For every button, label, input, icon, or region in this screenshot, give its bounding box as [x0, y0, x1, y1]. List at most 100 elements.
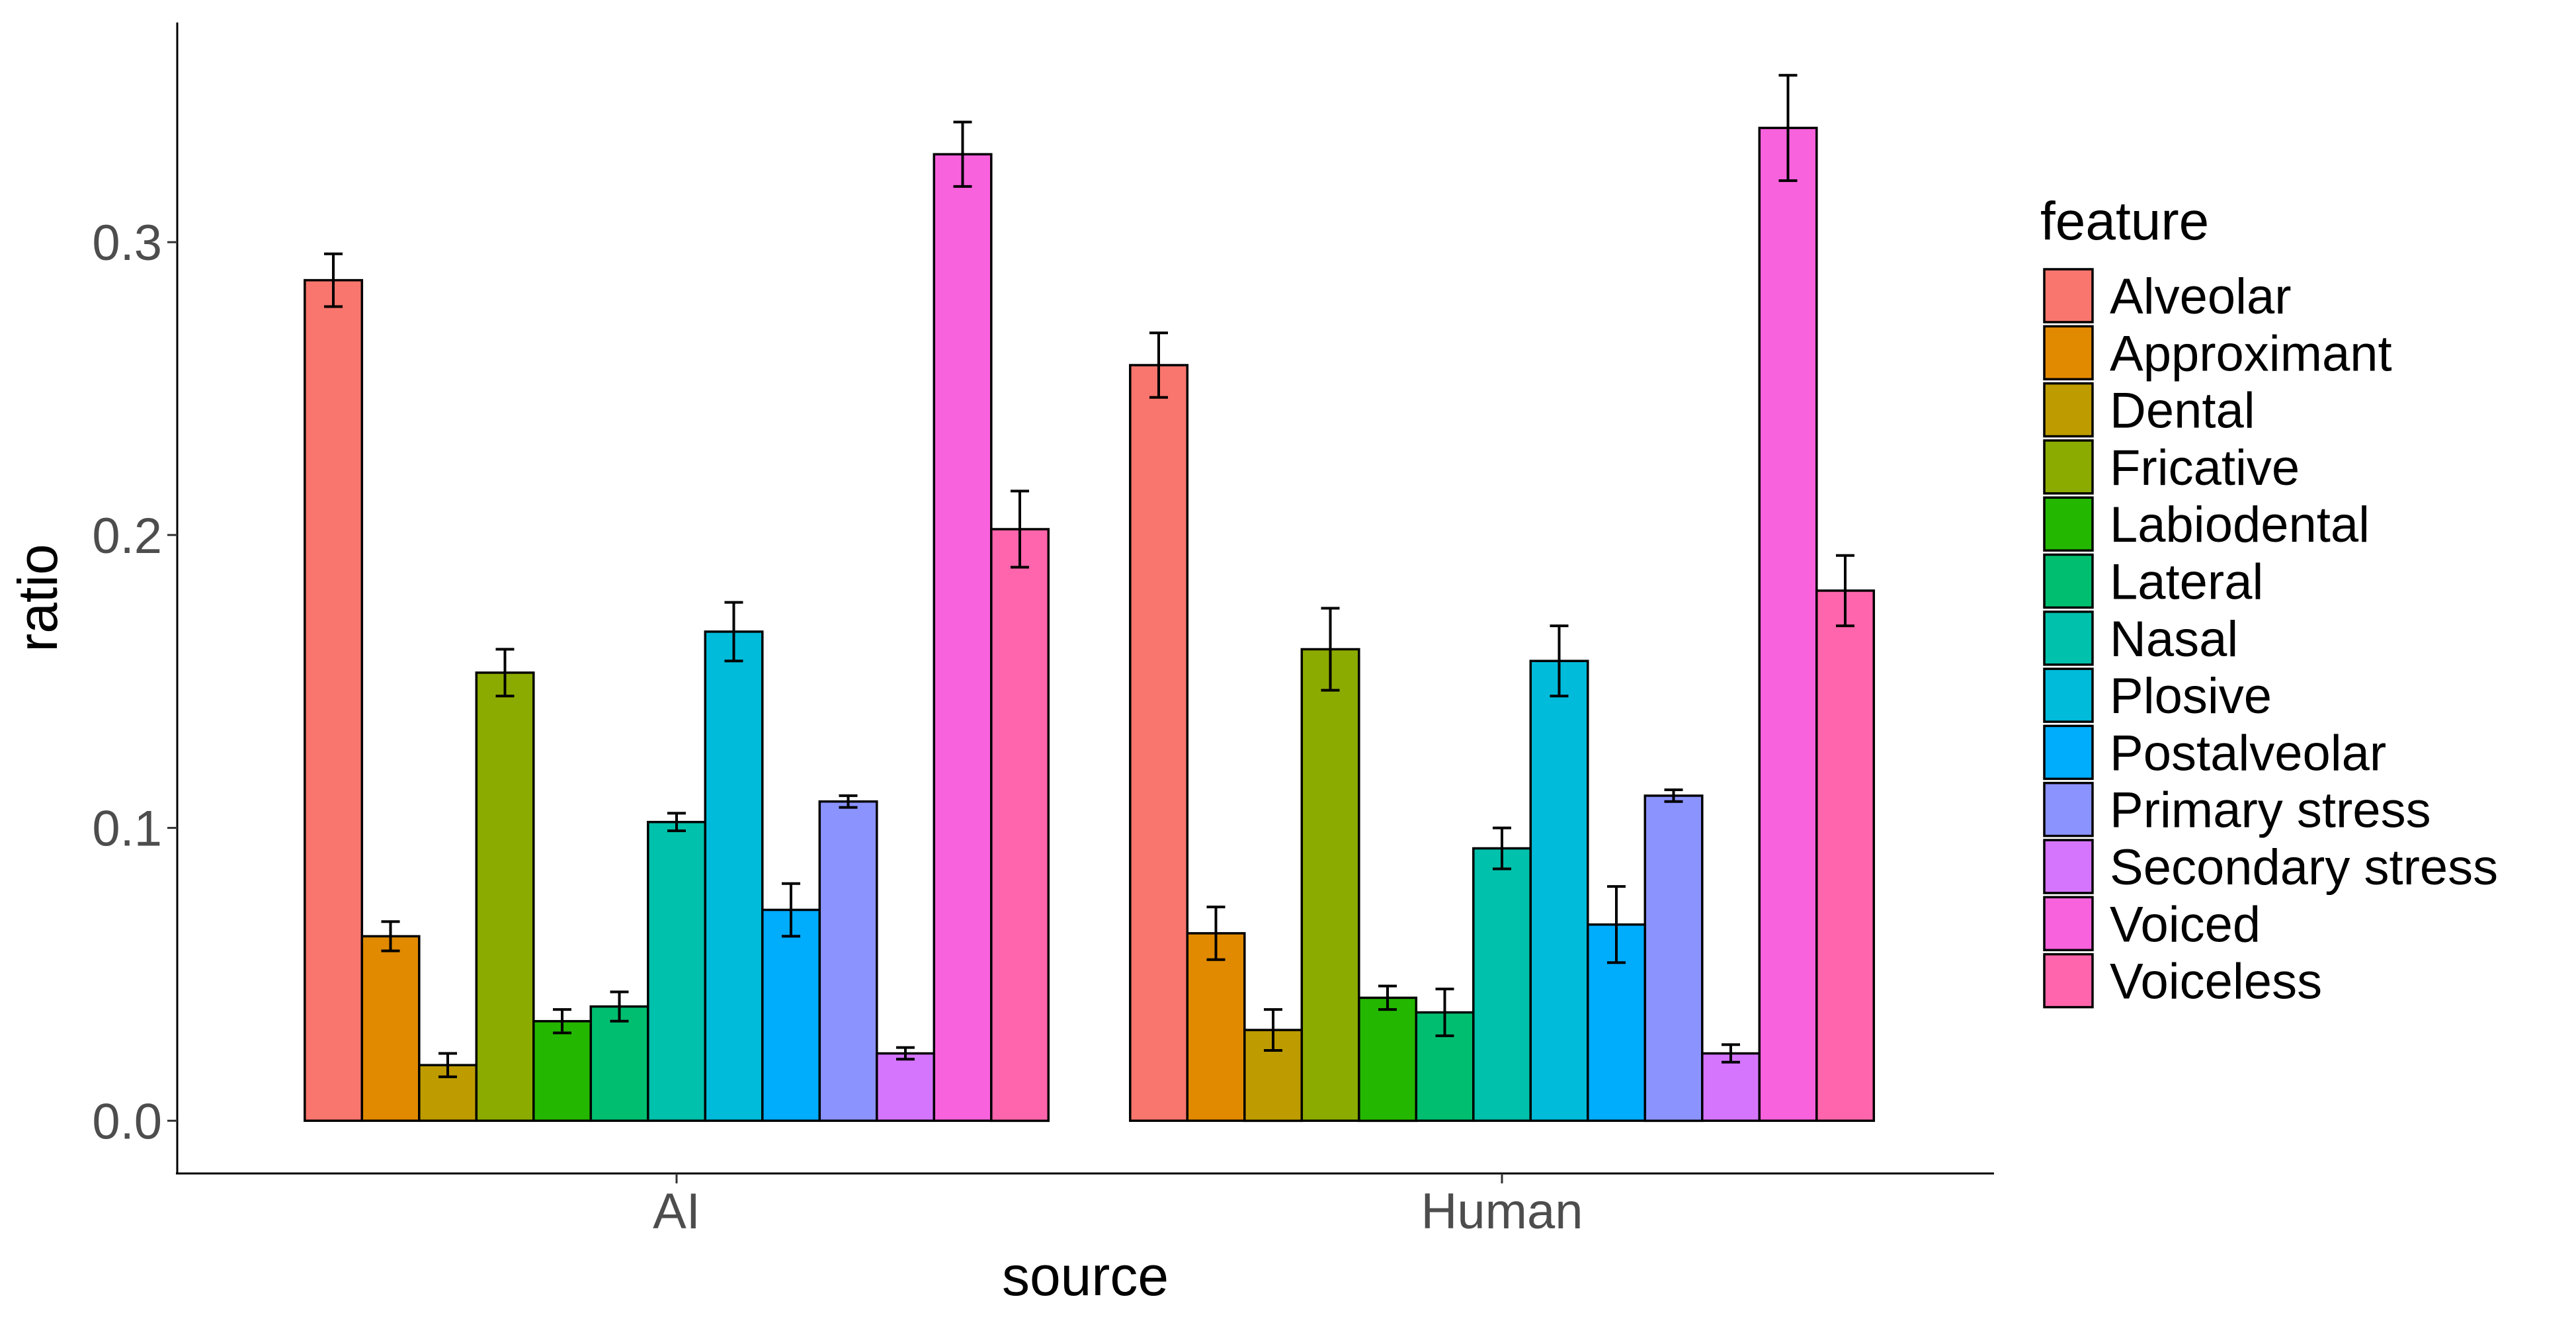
legend-title: feature: [2040, 191, 2209, 251]
error-bar-human-plosive: [1550, 624, 1569, 698]
legend-item-plosive: Plosive: [2043, 667, 2272, 724]
y-tick-label: 0.0: [92, 1093, 162, 1150]
error-bar-human-voiceless: [1836, 554, 1854, 628]
legend-item-approximant: Approximant: [2043, 325, 2392, 382]
bar-ai-voiced: [933, 153, 993, 1123]
bars-layer: [304, 126, 1876, 1123]
y-tick-label: 0.3: [92, 215, 162, 271]
legend-key: [2043, 667, 2094, 723]
bar-human-voiceless: [1815, 589, 1876, 1123]
legend-item-voiceless: Voiceless: [2043, 953, 2322, 1010]
error-bar-human-dental: [1264, 1008, 1282, 1052]
legend-key: [2043, 496, 2094, 552]
error-bar-human-secondary-stress: [1722, 1043, 1740, 1064]
x-tick-label-human: Human: [1421, 1183, 1583, 1240]
y-axis-title: ratio: [7, 544, 69, 652]
error-bar-ai-voiced: [953, 120, 972, 188]
legend-item-nasal: Nasal: [2043, 611, 2238, 667]
error-bar-human-postalveolar: [1607, 885, 1626, 964]
error-bar-ai-nasal: [667, 812, 686, 832]
legend-item-dental: Dental: [2043, 382, 2255, 439]
legend-item-fricative: Fricative: [2043, 439, 2300, 496]
error-bar-human-fricative: [1321, 607, 1340, 692]
bar-ai-plosive: [704, 630, 764, 1123]
error-bar-human-nasal: [1493, 826, 1511, 871]
error-bar-ai-primary-stress: [839, 794, 858, 809]
legend-label: Alveolar: [2110, 269, 2292, 325]
bar-ai-alveolar: [304, 278, 364, 1123]
axes-layer: [176, 22, 1994, 1175]
error-bar-human-primary-stress: [1664, 788, 1683, 803]
legend-item-secondary-stress: Secondary stress: [2043, 839, 2498, 896]
legend-label: Nasal: [2110, 611, 2238, 667]
legend-label: Approximant: [2110, 325, 2392, 382]
legend-label: Voiced: [2110, 896, 2261, 953]
legend-key: [2043, 611, 2094, 666]
bar-ai-voiceless: [990, 528, 1050, 1123]
legend-item-labiodental: Labiodental: [2043, 496, 2370, 553]
bar-ai-fricative: [475, 671, 535, 1123]
legend-label: Lateral: [2110, 554, 2263, 611]
bar-human-alveolar: [1129, 364, 1189, 1123]
y-tick-label: 0.1: [92, 801, 162, 857]
bar-ai-lateral: [589, 1005, 649, 1123]
bar-ai-approximant: [360, 935, 421, 1123]
legend-key: [2043, 724, 2094, 781]
error-bar-ai-postalveolar: [782, 882, 800, 938]
legend-label: Labiodental: [2110, 497, 2370, 553]
error-bar-ai-alveolar: [324, 252, 343, 308]
legend-key: [2043, 896, 2094, 952]
legend-label: Plosive: [2110, 668, 2272, 724]
error-bars-layer: [324, 73, 1854, 1078]
x-tick-label-ai: AI: [653, 1183, 700, 1240]
legend-key: [2043, 953, 2094, 1009]
legend-key: [2043, 553, 2094, 609]
legend-item-postalveolar: Postalveolar: [2043, 724, 2386, 781]
bar-human-voiced: [1758, 126, 1818, 1123]
bar-ai-secondary-stress: [876, 1052, 936, 1123]
legend-item-primary-stress: Primary stress: [2043, 781, 2431, 839]
error-bar-human-lateral: [1435, 988, 1454, 1037]
error-bar-ai-voiceless: [1011, 489, 1029, 569]
error-bar-ai-dental: [438, 1052, 457, 1078]
legend-item-alveolar: Alveolar: [2043, 268, 2292, 325]
y-tick-label: 0.2: [92, 508, 162, 564]
legend-key: [2043, 382, 2094, 438]
legend: feature AlveolarApproximantDentalFricati…: [2040, 191, 2498, 1010]
error-bar-human-labiodental: [1378, 984, 1397, 1011]
legend-item-voiced: Voiced: [2043, 896, 2261, 953]
error-bar-human-voiced: [1778, 73, 1798, 183]
error-bar-ai-plosive: [724, 601, 743, 663]
bar-human-nasal: [1472, 847, 1532, 1123]
legend-item-lateral: Lateral: [2043, 553, 2263, 611]
error-bar-ai-approximant: [381, 920, 400, 953]
legend-label: Fricative: [2110, 440, 2300, 496]
error-bar-human-approximant: [1206, 906, 1226, 961]
error-bar-ai-fricative: [495, 648, 515, 698]
x-axis-title: source: [1002, 1245, 1169, 1307]
bar-human-fricative: [1300, 648, 1360, 1123]
legend-label: Primary stress: [2110, 783, 2431, 839]
bar-ai-primary-stress: [818, 800, 878, 1123]
legend-key: [2043, 439, 2094, 495]
error-bar-ai-labiodental: [553, 1008, 571, 1035]
bar-human-labiodental: [1358, 996, 1418, 1123]
legend-key: [2043, 325, 2094, 381]
legend-label: Secondary stress: [2110, 839, 2498, 896]
legend-key: [2043, 839, 2094, 894]
bar-ai-postalveolar: [761, 908, 821, 1123]
legend-label: Voiceless: [2110, 954, 2322, 1010]
legend-label: Postalveolar: [2110, 725, 2386, 781]
bar-ai-nasal: [647, 820, 707, 1123]
bar-human-approximant: [1186, 932, 1246, 1123]
y-ticks: 0.0 0.1 0.2 0.3: [92, 215, 177, 1150]
legend-key: [2043, 781, 2094, 837]
error-bar-ai-secondary-stress: [896, 1046, 915, 1061]
bar-ai-labiodental: [532, 1020, 593, 1123]
legend-items: AlveolarApproximantDentalFricativeLabiod…: [2043, 268, 2498, 1010]
bar-human-plosive: [1529, 659, 1589, 1123]
bar-human-primary-stress: [1643, 794, 1704, 1123]
legend-label: Dental: [2110, 383, 2255, 439]
x-ticks: AI Human: [653, 1173, 1583, 1240]
